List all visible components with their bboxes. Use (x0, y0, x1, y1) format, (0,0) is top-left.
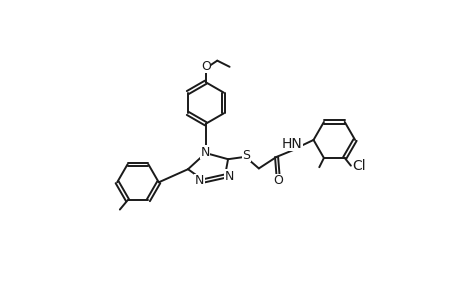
Text: N: N (200, 146, 209, 159)
Text: N: N (224, 169, 234, 183)
Text: O: O (273, 174, 282, 187)
Text: S: S (242, 149, 250, 162)
Text: O: O (200, 59, 210, 73)
Text: HN: HN (281, 137, 302, 151)
Text: N: N (195, 174, 204, 187)
Text: Cl: Cl (352, 159, 365, 173)
